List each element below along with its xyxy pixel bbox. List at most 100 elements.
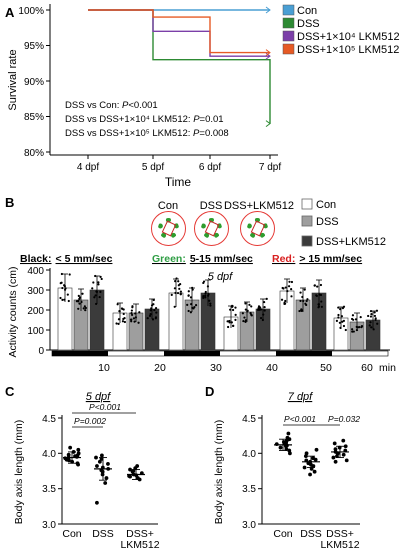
activity-point (262, 313, 265, 316)
activity-point (117, 318, 121, 321)
panel-d-xtick-label: DSS+ (326, 528, 354, 540)
activity-point (290, 280, 294, 284)
activity-point (170, 293, 173, 296)
speed-black: Black: < 5 mm/sec (20, 253, 113, 265)
activity-point (263, 305, 266, 309)
legend-swatch-dss-lkm-high (282, 43, 295, 55)
activity-point (191, 288, 194, 291)
activity-point (304, 302, 307, 305)
legend-swatch-con (301, 198, 313, 210)
activity-point (209, 304, 212, 307)
stat-line-3: DSS vs DSS+1×10⁵ LKM512: P=0.008 (65, 128, 229, 139)
thumb-label-con: Con (158, 200, 178, 212)
activity-point (68, 273, 71, 276)
activity-point (91, 287, 94, 290)
activity-point (115, 322, 118, 325)
body-length-point (287, 448, 292, 453)
speed-legend: Black: < 5 mm/sec Green: 5-15 mm/sec Red: >… (20, 253, 362, 265)
panel-b: B Con DSS DSS+LKM512 Con DSS DSS+LKM512 … (5, 195, 396, 374)
body-length-point (128, 467, 132, 472)
activity-point (257, 305, 261, 308)
activity-point (99, 275, 102, 278)
activity-point (259, 316, 263, 320)
panel-b-xunit: min (379, 362, 396, 374)
panel-b-xtick-label: 20 (154, 362, 166, 374)
panel-a-xlabel: Time (165, 175, 192, 189)
panel-a-xtick-label: 5 dpf (142, 162, 164, 173)
activity-point (133, 320, 136, 323)
activity-point (263, 309, 266, 312)
activity-point (226, 320, 229, 323)
body-length-point (94, 455, 98, 460)
stat-line-2: DSS vs DSS+1×10⁴ LKM512: P=0.01 (65, 114, 224, 125)
body-length-point (333, 447, 338, 451)
activity-point (301, 309, 304, 312)
panel-b-xtick-label: 50 (320, 362, 332, 374)
panel-b-ytick-label: 100 (27, 326, 44, 337)
panel-d-yticks: 4.5 4.0 3.5 3.0 (242, 414, 262, 531)
panel-d-ytick-label: 4.5 (242, 414, 256, 425)
panel-b-xtick-label: 30 (210, 362, 222, 374)
legend-label-con: Con (297, 5, 317, 17)
activity-point (97, 283, 100, 286)
activity-point (208, 299, 211, 302)
panel-c-ylabel: Body axis length (mm) (13, 420, 25, 524)
activity-point (202, 281, 205, 285)
thumb-tracking-con (151, 211, 186, 246)
panel-b-letter: B (5, 195, 14, 210)
panel-b-yticks: 0 100 200 300 400 (27, 266, 50, 357)
body-length-point (331, 455, 336, 460)
panel-b-inset: 5 dpf (208, 271, 233, 283)
legend-swatch-dss-lkm (301, 235, 313, 247)
body-length-point (335, 454, 339, 459)
activity-point (351, 314, 355, 317)
activity-point (231, 324, 235, 328)
activity-point (337, 316, 340, 319)
survival-line-end-marker (265, 49, 271, 56)
activity-point (372, 328, 375, 331)
activity-point (191, 286, 194, 289)
panel-c-xtick-label-line2: LKM512 (120, 539, 159, 550)
stat-value: =0.01 (200, 114, 224, 125)
activity-point (122, 308, 125, 311)
activity-point (319, 293, 323, 297)
activity-point (120, 307, 124, 310)
speed-red-word: Red: (272, 253, 295, 265)
panel-a-xtick-label: 6 dpf (199, 162, 221, 173)
activity-point (63, 298, 66, 301)
activity-point (317, 305, 321, 308)
activity-point (243, 316, 246, 319)
activity-point (370, 326, 373, 329)
panel-d-title: 7 dpf (288, 391, 313, 403)
activity-point (92, 281, 95, 284)
activity-point (174, 291, 177, 295)
activity-point (319, 283, 323, 287)
panel-a-yticks: 100% 95% 90% 85% 80% (18, 6, 50, 159)
activity-point (359, 316, 362, 319)
stat-p: P (193, 114, 200, 125)
activity-point (100, 277, 103, 281)
activity-point (178, 287, 181, 290)
activity-point (299, 299, 302, 303)
activity-point (130, 312, 133, 315)
activity-point (151, 318, 155, 321)
legend-swatch-dss-lkm-low (282, 30, 295, 42)
activity-point (77, 307, 80, 310)
activity-point (95, 302, 98, 306)
speed-black-word: Black: (20, 253, 52, 265)
body-length-point (104, 476, 109, 480)
activity-point (368, 324, 371, 327)
body-length-point (76, 447, 81, 452)
activity-point (367, 314, 370, 318)
dark-period-segment (164, 351, 220, 356)
stat-label: DSS vs Con: (65, 100, 122, 111)
panel-a: A Survival rate 100% 95% 90% 85% 80% 4 d… (5, 4, 400, 189)
activity-point (97, 281, 100, 284)
panel-a-ytick-label: 80% (24, 148, 44, 159)
activity-point (373, 311, 376, 314)
dark-period-segment (52, 351, 108, 356)
activity-point (303, 288, 306, 291)
panel-c-letter: C (5, 384, 15, 399)
stat-label: DSS vs DSS+1×10⁵ LKM512: (65, 128, 193, 139)
activity-point (288, 280, 291, 283)
